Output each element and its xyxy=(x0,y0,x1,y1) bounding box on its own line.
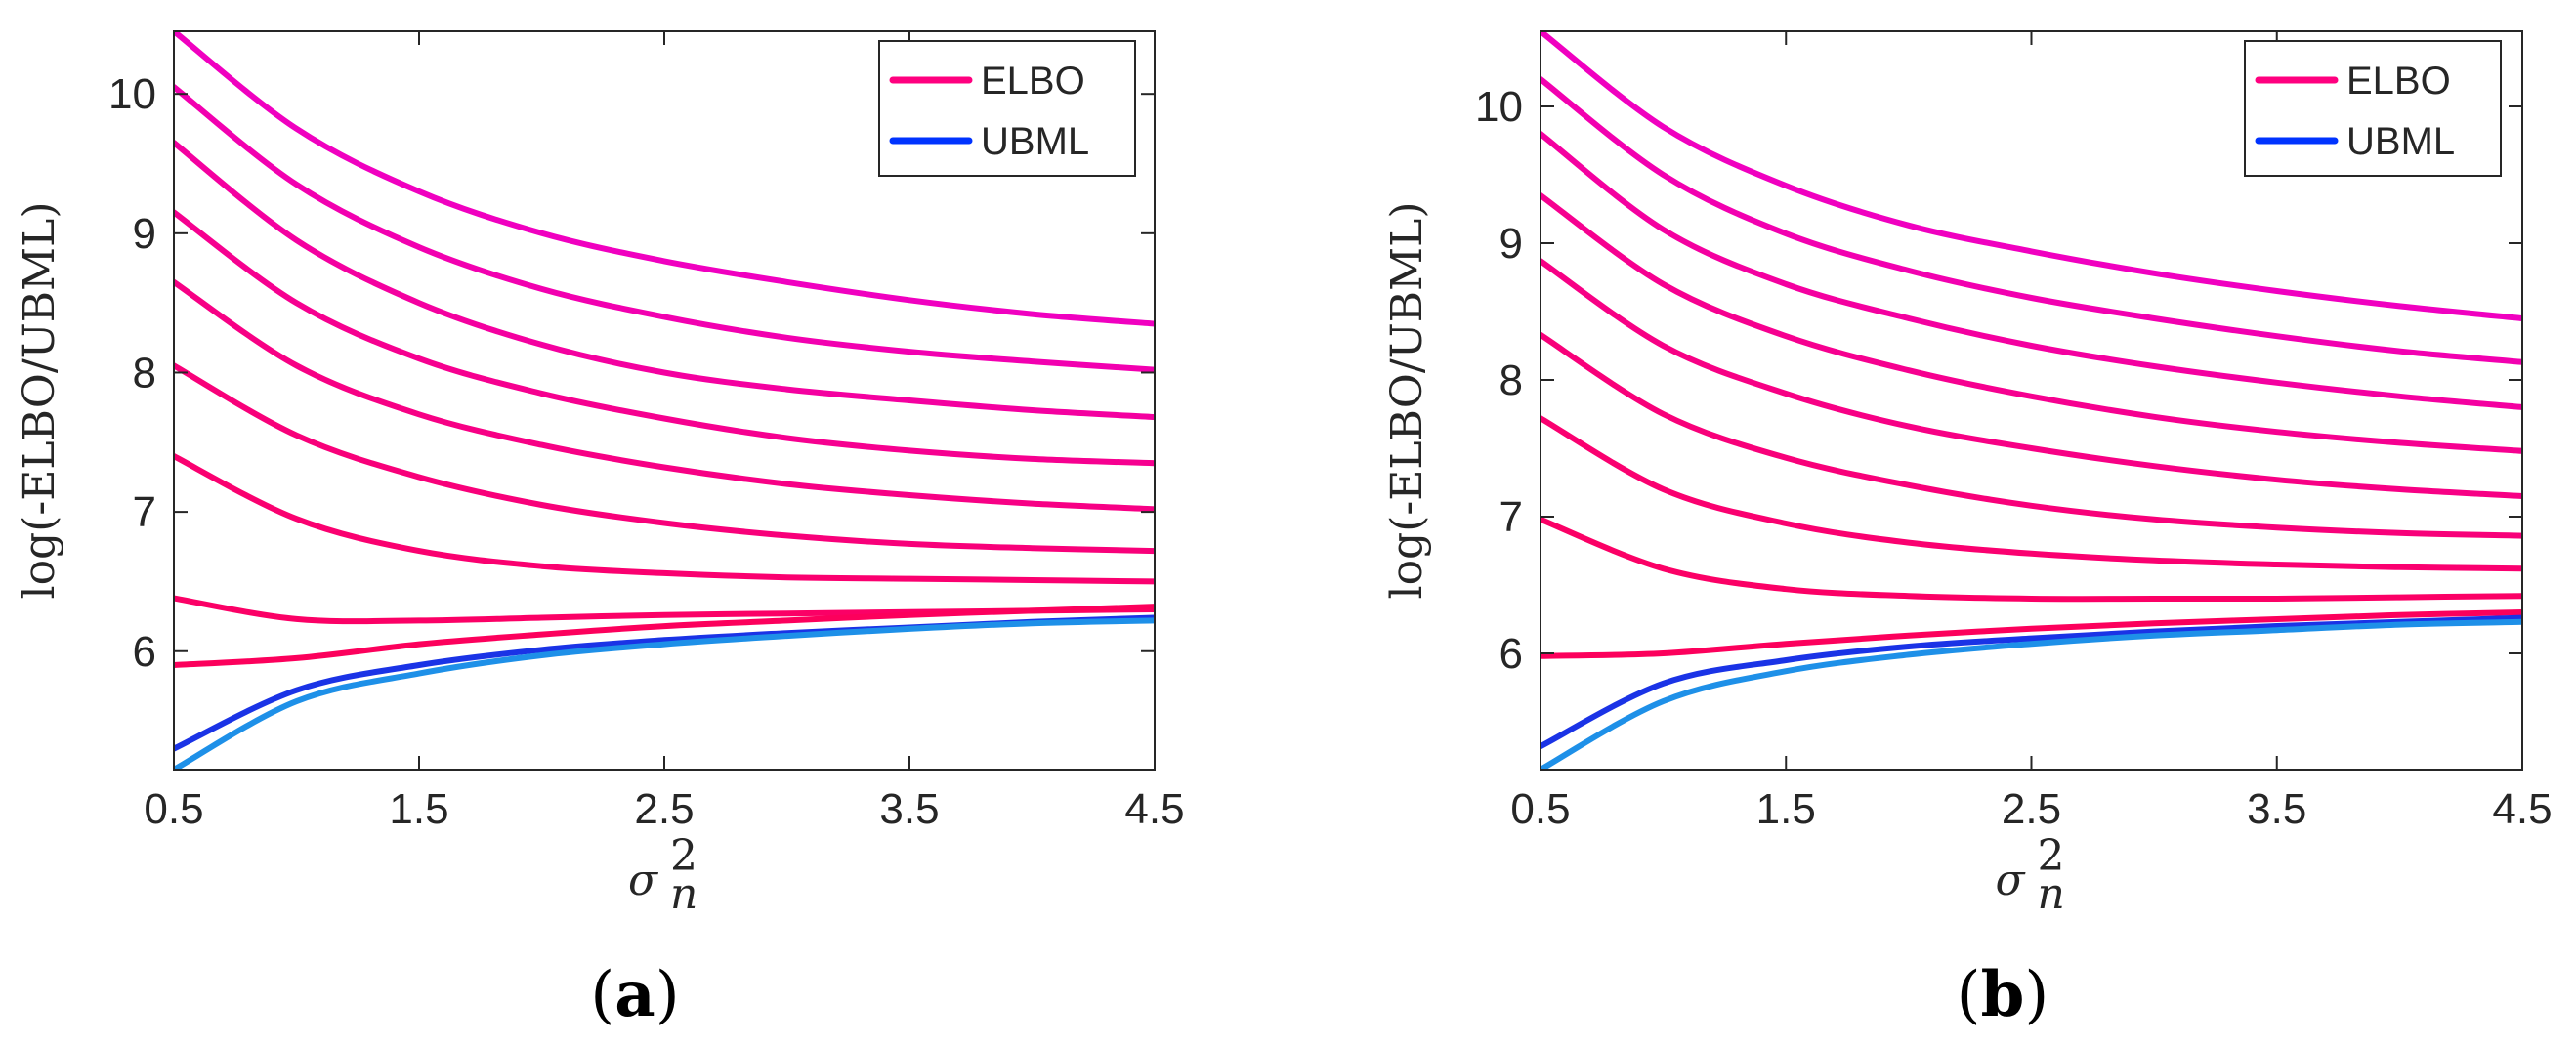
series-line-ubml-11 xyxy=(174,617,1155,770)
plot-area xyxy=(1541,31,2522,770)
series-line-elbo-6 xyxy=(174,362,1155,555)
x-tick-label: 1.5 xyxy=(389,785,448,833)
x-tick-label: 1.5 xyxy=(1756,785,1816,833)
legend-label-elbo: ELBO xyxy=(981,60,1085,103)
series-line-elbo-5 xyxy=(1541,258,2522,499)
legend: ELBO UBML xyxy=(878,40,1136,177)
y-tick-label: 6 xyxy=(133,628,156,676)
series-line-elbo-3 xyxy=(1541,131,2522,410)
x-tick-label: 2.5 xyxy=(634,785,694,833)
legend-box xyxy=(2244,40,2502,177)
legend-box xyxy=(878,40,1136,177)
series-line-elbo-4 xyxy=(1541,192,2522,454)
series-line-elbo-4 xyxy=(174,209,1155,467)
x-axis-label-subscript: n xyxy=(2038,869,2065,919)
y-tick-label: 9 xyxy=(1499,220,1523,268)
x-tick-label: 3.5 xyxy=(2247,785,2306,833)
series-line-elbo-2 xyxy=(174,84,1155,373)
x-axis-label-superscript: 2 xyxy=(670,831,697,881)
y-axis-label: log(-ELBO/UBML) xyxy=(1382,202,1432,600)
series-line-elbo-1 xyxy=(174,31,1155,327)
plot-area xyxy=(174,31,1155,770)
panel-label: (b) xyxy=(1957,958,2049,1031)
legend: ELBO UBML xyxy=(2244,40,2502,177)
x-tick-label: 0.5 xyxy=(144,785,203,833)
x-axis-label-subscript: n xyxy=(670,869,697,919)
y-tick-label: 7 xyxy=(133,488,156,536)
y-tick-label: 10 xyxy=(1475,83,1523,131)
x-tick-label: 3.5 xyxy=(879,785,939,833)
series-line-elbo-9 xyxy=(174,604,1155,668)
y-tick-label: 8 xyxy=(1499,356,1523,404)
x-tick-label: 4.5 xyxy=(2492,785,2552,833)
series-line-elbo-1 xyxy=(1541,31,2522,321)
series-line-ubml-10 xyxy=(1541,614,2522,750)
series-line-elbo-5 xyxy=(174,278,1155,513)
legend-label-ubml: UBML xyxy=(2346,120,2455,163)
x-axis-label: σ xyxy=(1995,856,2026,905)
series-line-ubml-10 xyxy=(174,614,1155,752)
series-line-elbo-3 xyxy=(174,140,1155,421)
x-axis-label: σ xyxy=(628,856,659,905)
y-tick-label: 6 xyxy=(1499,630,1523,678)
series-line-elbo-7 xyxy=(1541,415,2522,572)
legend-label-elbo: ELBO xyxy=(2346,60,2451,103)
panel-label: (a) xyxy=(590,958,679,1031)
y-axis-label: log(-ELBO/UBML) xyxy=(15,202,64,600)
series-line-elbo-6 xyxy=(1541,331,2522,539)
series-line-elbo-7 xyxy=(174,453,1155,585)
y-tick-label: 7 xyxy=(1499,493,1523,541)
x-tick-label: 2.5 xyxy=(2002,785,2061,833)
y-tick-label: 8 xyxy=(133,349,156,397)
x-tick-label: 4.5 xyxy=(1124,785,1184,833)
legend-label-ubml: UBML xyxy=(981,120,1089,163)
chart-panel-a: 0.5 1.5 2.5 3.5 4.5 6 7 8 9 10 log(-ELBO/UBML) σ 2n E… xyxy=(15,30,1185,1031)
chart-panel-b: 0.5 1.5 2.5 3.5 4.5 6 7 8 9 10 log(-ELBO/UBML) σ 2n E… xyxy=(1382,30,2553,1031)
y-tick-label: 9 xyxy=(133,210,156,258)
y-tick-label: 10 xyxy=(108,70,156,118)
series-line-elbo-9 xyxy=(1541,609,2522,659)
x-tick-label: 0.5 xyxy=(1510,785,1570,833)
x-axis-label-superscript: 2 xyxy=(2038,831,2065,881)
series-line-ubml-11 xyxy=(1541,618,2522,770)
series-line-elbo-8 xyxy=(1541,516,2522,603)
series-line-elbo-2 xyxy=(1541,76,2522,365)
